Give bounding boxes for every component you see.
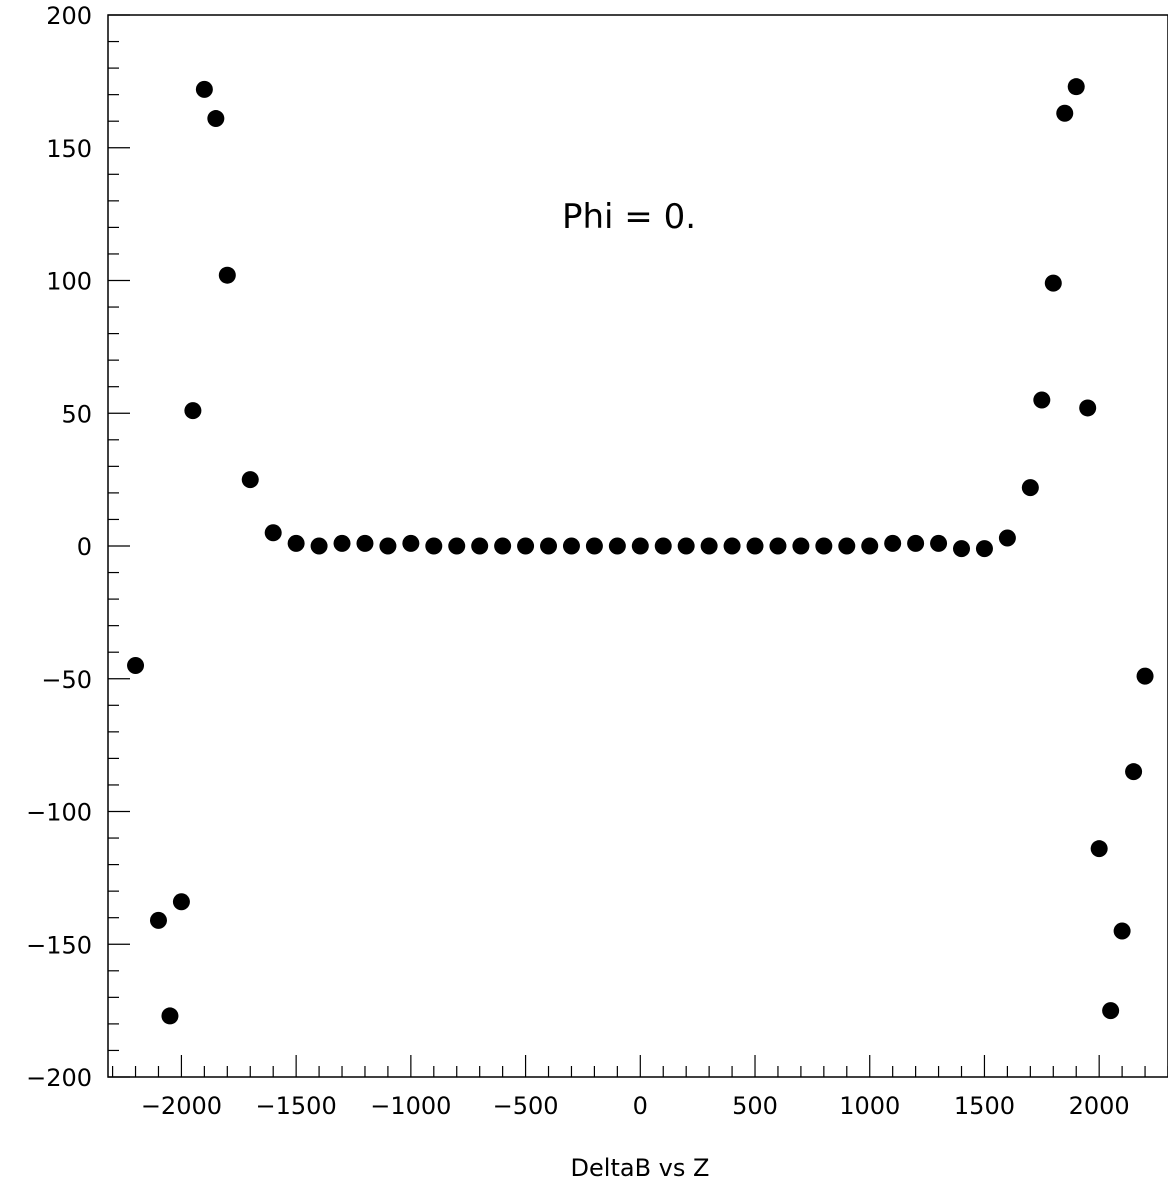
data-point bbox=[700, 537, 718, 555]
y-tick-label: −200 bbox=[26, 1064, 92, 1092]
x-axis: −2000 −1500 −1000 −500 0 500 1000 1500 2000 bbox=[111, 1055, 1168, 1120]
data-point bbox=[838, 537, 856, 555]
data-point bbox=[1113, 922, 1131, 940]
x-tick-label: 500 bbox=[732, 1092, 778, 1120]
x-tick-label: 1500 bbox=[954, 1092, 1015, 1120]
data-point bbox=[608, 537, 626, 555]
data-point bbox=[207, 110, 225, 128]
data-point bbox=[172, 893, 190, 911]
data-point bbox=[356, 534, 374, 552]
data-point bbox=[884, 534, 902, 552]
data-point bbox=[1102, 1002, 1120, 1020]
data-point bbox=[930, 534, 948, 552]
data-point bbox=[1044, 274, 1062, 292]
x-tick-label: −1500 bbox=[256, 1092, 337, 1120]
data-point bbox=[953, 540, 971, 558]
data-point bbox=[1033, 391, 1051, 409]
y-tick-label: −100 bbox=[26, 799, 92, 827]
data-point bbox=[769, 537, 787, 555]
y-tick-label: 150 bbox=[46, 135, 92, 163]
data-point bbox=[1056, 104, 1074, 122]
data-point bbox=[310, 537, 328, 555]
data-point bbox=[127, 656, 145, 674]
data-point bbox=[1079, 399, 1097, 417]
data-point bbox=[471, 537, 489, 555]
data-point bbox=[218, 266, 236, 284]
data-point bbox=[677, 537, 695, 555]
data-point bbox=[402, 534, 420, 552]
data-point bbox=[1136, 667, 1154, 685]
data-point bbox=[425, 537, 443, 555]
y-axis: 200 150 100 50 0 −50 −100 −150 −200 bbox=[26, 2, 130, 1092]
y-tick-label: 50 bbox=[61, 400, 92, 428]
data-point bbox=[333, 534, 351, 552]
x-tick-label: 1000 bbox=[839, 1092, 900, 1120]
x-tick-label: 0 bbox=[633, 1092, 648, 1120]
data-point bbox=[241, 471, 259, 489]
data-point bbox=[448, 537, 466, 555]
data-point bbox=[540, 537, 558, 555]
data-point bbox=[517, 537, 535, 555]
y-tick-label: −150 bbox=[26, 931, 92, 959]
data-point bbox=[379, 537, 397, 555]
data-point bbox=[654, 537, 672, 555]
x-tick-label: −500 bbox=[493, 1092, 559, 1120]
data-point bbox=[1067, 78, 1085, 96]
data-point bbox=[792, 537, 810, 555]
data-point bbox=[562, 537, 580, 555]
data-point bbox=[723, 537, 741, 555]
data-point bbox=[815, 537, 833, 555]
data-point bbox=[1125, 763, 1143, 781]
y-tick-label: 0 bbox=[77, 533, 92, 561]
data-point bbox=[195, 80, 213, 98]
y-tick-label: 100 bbox=[46, 268, 92, 296]
data-point bbox=[998, 529, 1016, 547]
data-point bbox=[287, 534, 305, 552]
data-point bbox=[585, 537, 603, 555]
data-point bbox=[1090, 840, 1108, 858]
data-point bbox=[161, 1007, 179, 1025]
x-axis-title: DeltaB vs Z bbox=[571, 1154, 710, 1182]
data-point bbox=[975, 540, 993, 558]
data-point bbox=[184, 402, 202, 420]
data-points bbox=[127, 78, 1154, 1025]
data-point bbox=[907, 534, 925, 552]
y-tick-label: 200 bbox=[46, 2, 92, 30]
data-point bbox=[631, 537, 649, 555]
data-point bbox=[494, 537, 512, 555]
data-point bbox=[861, 537, 879, 555]
data-point bbox=[1021, 479, 1039, 497]
x-tick-label: −2000 bbox=[141, 1092, 222, 1120]
y-tick-label: −50 bbox=[41, 666, 92, 694]
data-point bbox=[149, 911, 167, 929]
x-tick-label: −1000 bbox=[370, 1092, 451, 1120]
x-tick-label: 2000 bbox=[1069, 1092, 1130, 1120]
data-point bbox=[746, 537, 764, 555]
phi-annotation: Phi = 0. bbox=[562, 197, 696, 237]
data-point bbox=[264, 524, 282, 542]
